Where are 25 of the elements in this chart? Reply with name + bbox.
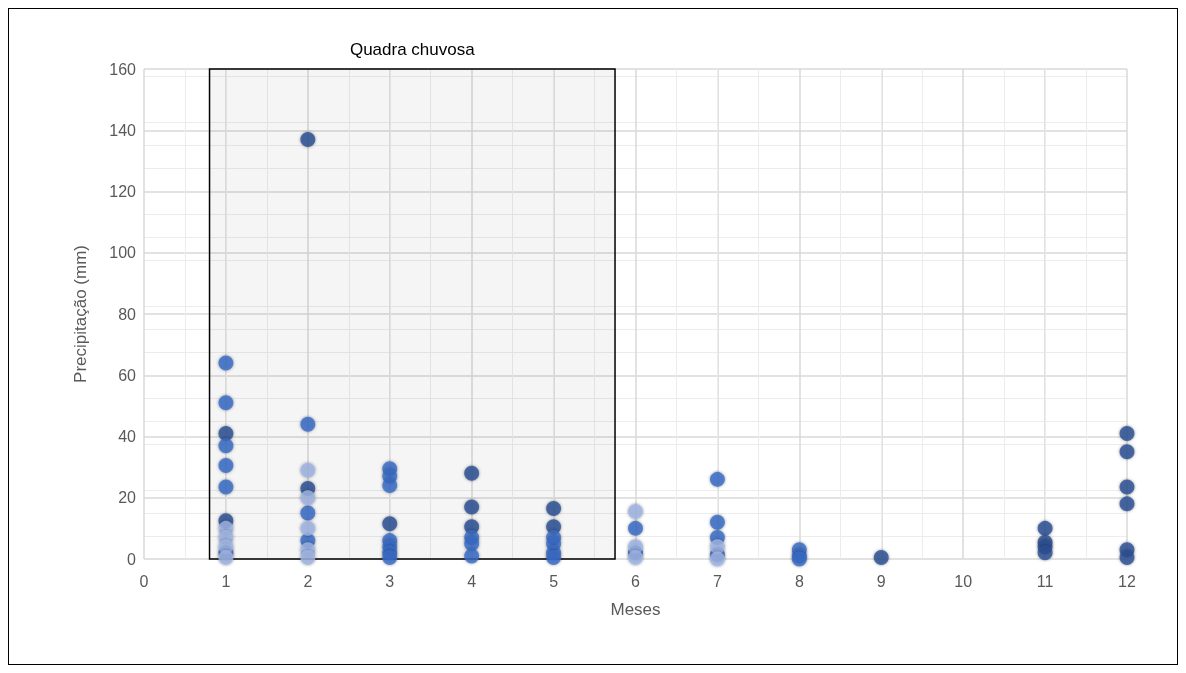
y-tick-label: 120: [109, 183, 137, 200]
y-tick-label: 80: [118, 305, 137, 323]
y-tick-label: 0: [127, 550, 137, 568]
y-tick-label: 160: [109, 60, 137, 78]
x-tick-label: 2: [303, 572, 313, 590]
y-axis-title: Precipitação (mm): [71, 245, 90, 383]
x-tick-label: 5: [549, 572, 559, 590]
y-tick-label: 20: [118, 489, 137, 507]
x-tick-label: 4: [467, 572, 477, 590]
x-tick-label: 3: [385, 572, 395, 590]
y-tick-label: 40: [118, 428, 137, 445]
y-tick-label: 60: [118, 366, 137, 384]
y-tick-label: 100: [109, 244, 137, 262]
x-tick-label: 1: [221, 572, 231, 590]
x-tick-label: 9: [876, 572, 886, 590]
x-tick-label: 10: [954, 572, 973, 590]
x-tick-label: 6: [631, 572, 641, 590]
x-tick-label: 11: [1036, 572, 1054, 590]
y-tick-label: 140: [109, 121, 137, 139]
band-label: Quadra chuvosa: [349, 40, 476, 60]
x-tick-label: 7: [712, 572, 722, 590]
x-axis-title: Meses: [610, 600, 661, 619]
x-tick-label: 8: [794, 572, 804, 590]
x-tick-label: 12: [1118, 572, 1136, 590]
x-tick-label: 0: [139, 572, 149, 590]
